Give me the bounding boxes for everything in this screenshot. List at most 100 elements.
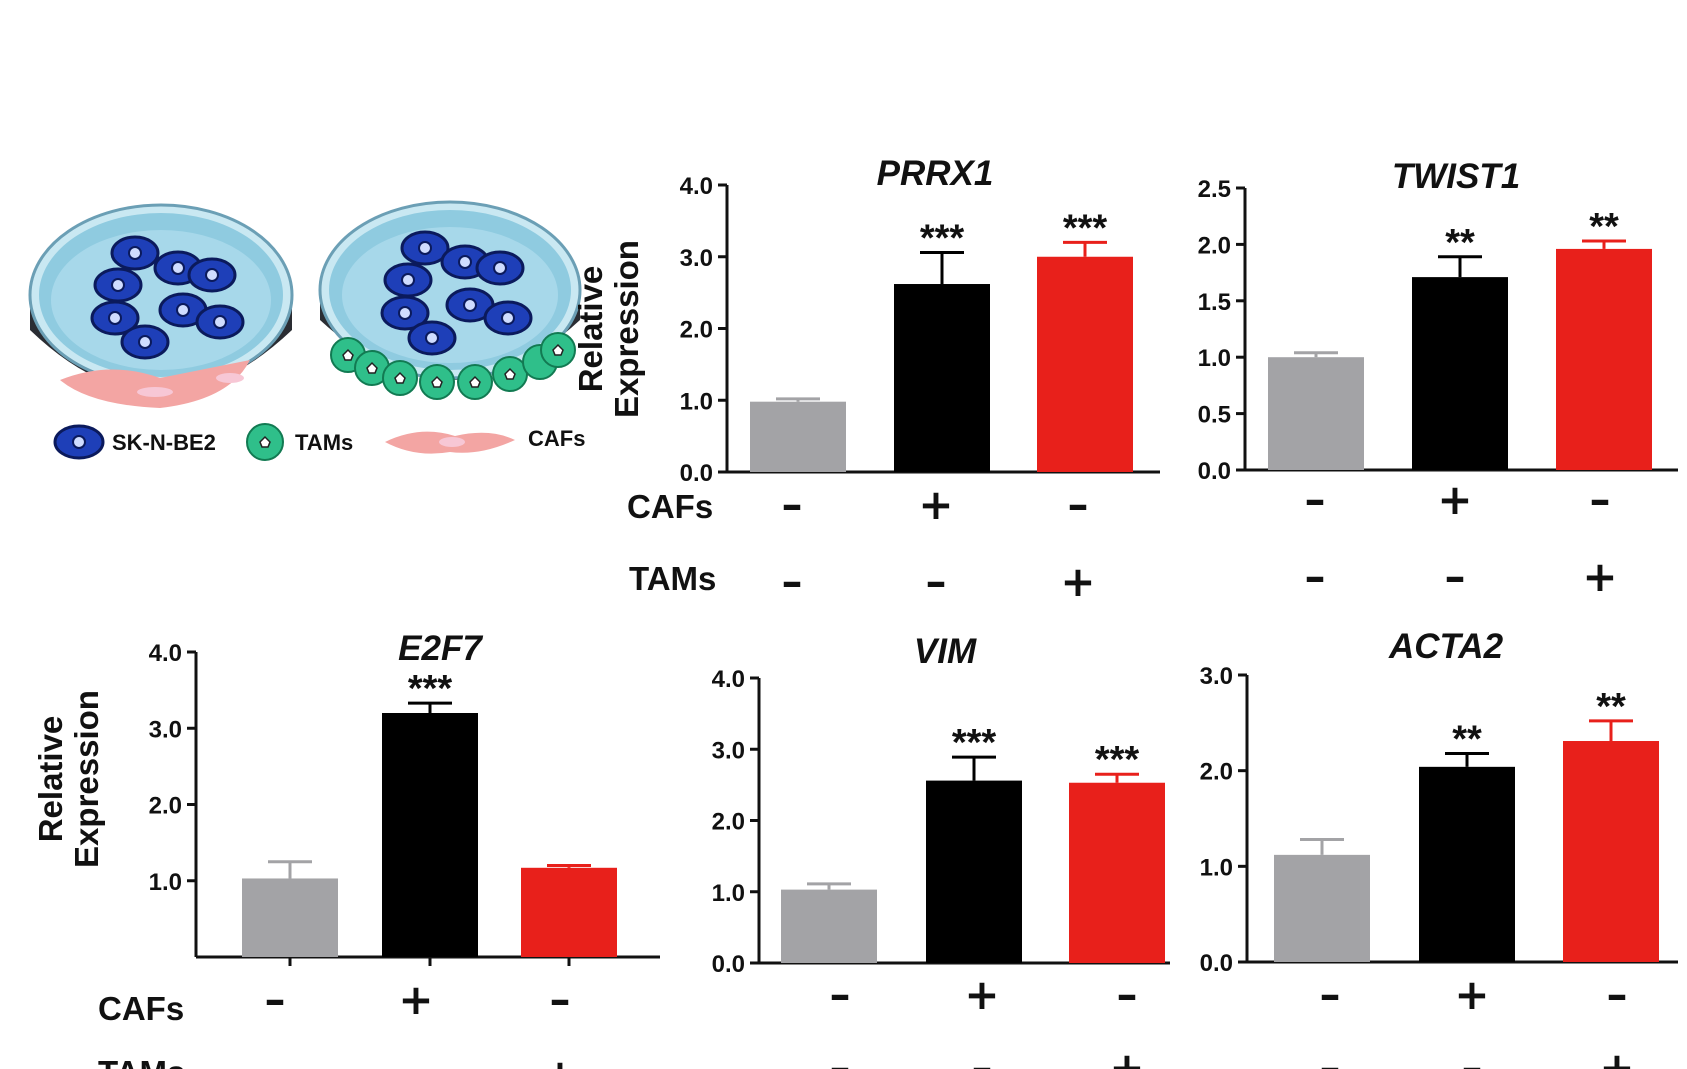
condition-tams-sign: – (265, 1050, 286, 1069)
bar (1069, 782, 1165, 963)
condition-tams-sign: – (972, 1043, 993, 1069)
charts: 0.01.02.03.04.0*** ***PRRX1RelativeExpres… (32, 154, 1678, 1069)
condition-cafs-sign: + (398, 975, 433, 1024)
condition-tams-sign: – (1462, 1043, 1483, 1069)
bar (1563, 741, 1659, 962)
bar (242, 878, 338, 957)
condition-tams-sign: – (1445, 552, 1466, 601)
y-axis-label-line: Expression (608, 240, 645, 418)
condition-cafs-sign: – (1117, 970, 1138, 1019)
condition-cafs-sign: – (1607, 970, 1628, 1019)
condition-tams-sign: – (926, 557, 947, 606)
condition-cafs-sign: – (830, 970, 851, 1019)
coculture-schematic: SK-N-BE2 TAMs CAFs (28, 200, 585, 461)
condition-cafs-sign: – (1068, 480, 1089, 529)
chart-title: VIM (914, 632, 977, 671)
y-tick-label: 0.0 (1200, 950, 1233, 977)
legend-cafs-label: CAFs (528, 426, 585, 451)
legend-sk-label: SK-N-BE2 (112, 430, 216, 455)
y-tick-label: 1.0 (712, 880, 745, 907)
y-axis-label: RelativeExpression (572, 240, 645, 418)
bar (1274, 854, 1370, 962)
y-tick-label: 2.0 (149, 793, 182, 820)
bar (1037, 256, 1133, 472)
legend: SK-N-BE2 TAMs CAFs (53, 423, 585, 461)
significance-label: ** (1452, 718, 1482, 760)
y-axis-label-line: Relative (572, 266, 609, 393)
y-tick-label: 1.0 (149, 869, 182, 896)
y-axis-label-line: Relative (32, 716, 69, 843)
condition-tams-sign: + (1060, 557, 1095, 606)
row-label-cafs-top: CAFs (627, 488, 713, 525)
condition-tams-sign: + (1109, 1043, 1144, 1069)
y-tick-label: 4.0 (712, 666, 745, 693)
significance-label: *** (1095, 739, 1140, 781)
y-tick-label: 4.0 (149, 640, 182, 667)
chart-title: ACTA2 (1388, 627, 1504, 666)
chart-twist1: 0.0 0.5 1.0 1.5 2.0 2.5 ** ** TWIST1 – + – – – + (1198, 157, 1678, 601)
row-label-tams-top: TAMs (629, 560, 716, 597)
y-tick-label: 1.0 (1198, 345, 1231, 372)
chart-e2f7: 1.0 2.0 3.0 4.0 ***E2F7 RelativeExpression – + –… (32, 629, 660, 1069)
y-tick-label: 2.0 (680, 317, 713, 344)
condition-cafs-sign: + (1454, 970, 1489, 1019)
condition-tams-sign: + (1599, 1043, 1634, 1069)
row-label-cafs-bottom: CAFs (98, 990, 184, 1027)
condition-tams-sign: – (782, 557, 803, 606)
y-tick-label: 3.0 (712, 737, 745, 764)
bar (1419, 766, 1515, 962)
condition-cafs-sign: + (918, 480, 953, 529)
y-tick-label: 3.0 (149, 716, 182, 743)
y-tick-label: 2.0 (1200, 759, 1233, 786)
y-tick-label: 3.0 (1200, 663, 1233, 690)
bar (781, 889, 877, 963)
significance-label: *** (952, 722, 997, 764)
condition-tams-sign: – (1320, 1043, 1341, 1069)
condition-cafs-sign: + (964, 970, 999, 1019)
significance-label: *** (920, 217, 965, 259)
condition-tams-sign: – (1305, 552, 1326, 601)
condition-tams-sign: + (542, 1050, 577, 1069)
significance-label: ** (1589, 206, 1619, 248)
condition-tams-sign: + (1582, 552, 1617, 601)
condition-cafs-sign: – (1320, 970, 1341, 1019)
condition-cafs-sign: + (1437, 475, 1472, 524)
condition-cafs-sign: – (265, 975, 286, 1024)
chart-title: TWIST1 (1392, 157, 1520, 196)
bar (382, 713, 478, 957)
bar (1268, 357, 1364, 470)
chart-vim: 0.0 1.0 2.0 3.0 4.0 *** *** VIM – + – – – + (712, 632, 1170, 1069)
bar (1556, 248, 1652, 470)
legend-tams-label: TAMs (295, 430, 353, 455)
significance-label: *** (1063, 207, 1108, 249)
y-tick-label: 0.0 (712, 951, 745, 978)
condition-cafs-sign: – (1305, 475, 1326, 524)
chart-title: PRRX1 (877, 154, 994, 193)
significance-label: *** (408, 668, 453, 710)
y-tick-label: 1.5 (1198, 289, 1231, 316)
row-label-tams-bottom: TAMs (98, 1054, 185, 1069)
condition-tams-sign: – (406, 1050, 427, 1069)
y-tick-label: 0.0 (1198, 458, 1231, 485)
y-axis-label: RelativeExpression (32, 690, 105, 868)
y-tick-label: 4.0 (680, 173, 713, 200)
bar (750, 401, 846, 472)
chart-acta2: 0.0 1.0 2.0 3.0 ** ** ACTA2 – + – – – + (1200, 627, 1678, 1069)
dish-cafs-cells (90, 235, 245, 360)
condition-tams-sign: – (830, 1043, 851, 1069)
bar (1412, 277, 1508, 470)
bar (894, 284, 990, 472)
y-tick-label: 2.0 (712, 809, 745, 836)
bar (521, 867, 617, 957)
condition-cafs-sign: – (782, 480, 803, 529)
y-tick-label: 1.0 (1200, 854, 1233, 881)
y-tick-label: 2.0 (1198, 232, 1231, 259)
condition-cafs-sign: – (550, 975, 571, 1024)
y-tick-label: 3.0 (680, 245, 713, 272)
y-tick-label: 1.0 (680, 388, 713, 415)
significance-label: ** (1445, 222, 1475, 264)
y-axis-label-line: Expression (68, 690, 105, 868)
chart-prrx1: 0.0 1.0 2.0 3.0 4.0 *** *** PRRX1 RelativeExpres… (572, 154, 1160, 606)
dish-tams-cells (380, 230, 533, 356)
